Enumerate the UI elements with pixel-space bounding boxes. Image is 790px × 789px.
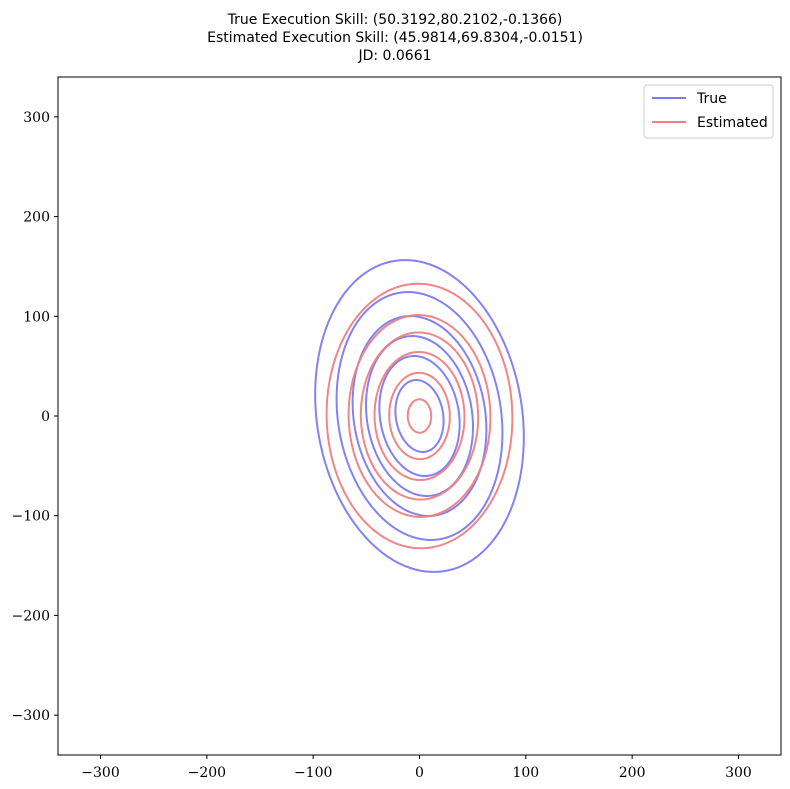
contour-estimated <box>373 350 466 482</box>
y-tick-label: 200 <box>23 210 50 226</box>
contour-true <box>314 259 525 573</box>
contour-true <box>335 291 504 541</box>
x-axis: −300 −200 −100 0 100 200 300 <box>81 755 752 781</box>
chart-title-line-3: JD: 0.0661 <box>357 48 431 64</box>
chart-title-line-1: True Execution Skill: (50.3192,80.2102,-… <box>227 12 563 28</box>
x-tick-label: 0 <box>415 765 424 781</box>
contour-estimated <box>388 371 451 461</box>
y-tick-label: −200 <box>12 608 50 624</box>
x-tick-label: 100 <box>512 765 539 781</box>
y-tick-label: 300 <box>23 110 50 126</box>
legend-label-estimated: Estimated <box>697 115 768 131</box>
contour-layer <box>314 259 525 573</box>
x-tick-label: −200 <box>188 765 226 781</box>
contour-estimated <box>359 331 480 501</box>
contour-estimated <box>406 398 433 434</box>
contour-true <box>364 335 475 497</box>
chart-title-line-2: Estimated Execution Skill: (45.9814,69.8… <box>207 30 583 46</box>
contour-true <box>394 379 445 453</box>
plot-frame <box>57 76 782 756</box>
contour-estimated <box>325 282 514 550</box>
contour-estimated <box>347 314 492 518</box>
y-tick-label: 0 <box>41 409 50 425</box>
x-tick-label: 300 <box>725 765 752 781</box>
y-axis: 300 200 100 0 −100 −200 −300 <box>12 110 58 724</box>
contour-true <box>351 315 488 517</box>
y-tick-label: −100 <box>12 509 50 525</box>
legend-label-true: True <box>696 91 727 107</box>
y-tick-label: 100 <box>23 309 50 325</box>
x-tick-label: −100 <box>294 765 332 781</box>
x-tick-label: −300 <box>81 765 119 781</box>
y-tick-label: −300 <box>12 708 50 724</box>
x-tick-label: 200 <box>619 765 646 781</box>
legend: True Estimated <box>643 84 774 139</box>
contour-true <box>378 355 461 477</box>
